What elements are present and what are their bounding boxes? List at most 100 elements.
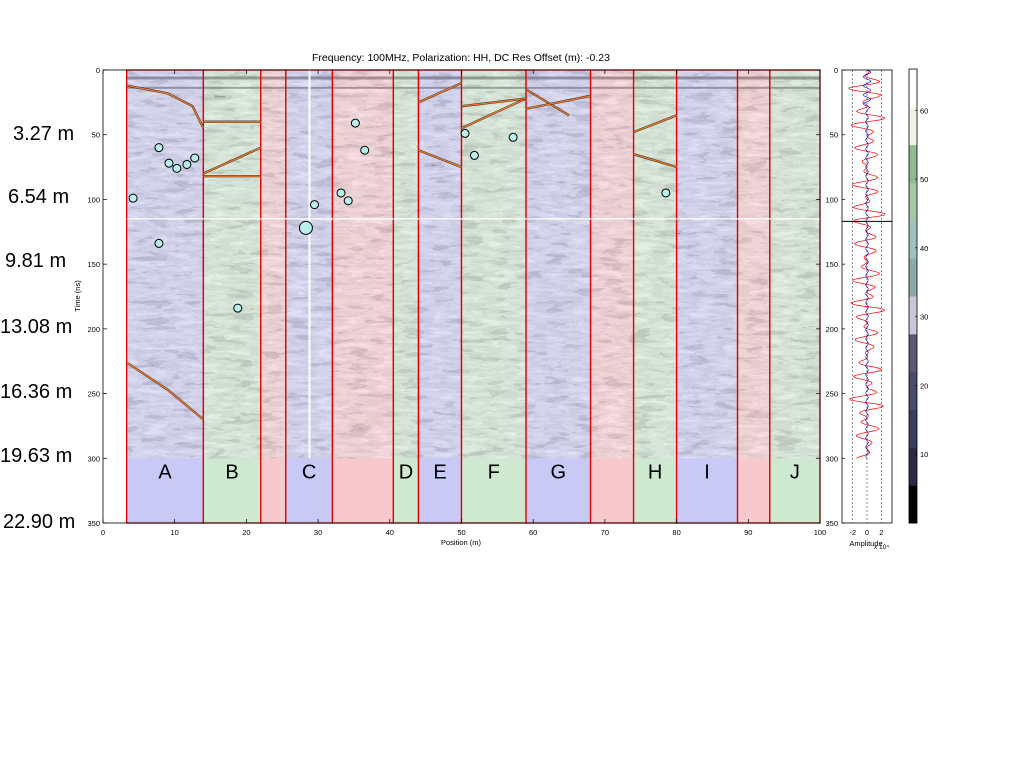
amplitude-y-tick-label: 200 — [825, 325, 838, 334]
depth-label: 22.90 m — [3, 511, 76, 533]
colorbar-tick-label: 60 — [920, 106, 928, 115]
colorbar-swatch — [909, 296, 917, 335]
zone-label: B — [225, 461, 238, 483]
colorbar-swatch — [909, 144, 917, 183]
interpreted-line — [126, 361, 204, 420]
x-tick-label: 70 — [601, 528, 609, 537]
zone-band — [676, 458, 738, 523]
y-tick-label: 250 — [87, 390, 100, 399]
colorbar-swatch — [909, 182, 917, 221]
hyperbola-marker — [190, 153, 200, 163]
hyperbola-marker — [310, 200, 320, 210]
amplitude-axis-label: Amplitude — [849, 539, 882, 548]
interpreted-line — [461, 97, 527, 107]
hyperbola-marker — [508, 132, 518, 142]
amplitude-y-tick-label: 300 — [825, 454, 838, 463]
zone-label: I — [704, 461, 710, 483]
amplitude-y-tick-label: 0 — [834, 66, 838, 75]
y-axis-label: Time (ns) — [73, 280, 82, 312]
colorbar-swatch — [909, 447, 917, 486]
amplitude-y-tick-label: 250 — [825, 390, 838, 399]
zone-label: H — [648, 461, 662, 483]
zone-label: A — [158, 461, 172, 483]
zone-tint — [769, 70, 820, 459]
zone-label: G — [551, 461, 567, 483]
hyperbola-marker — [360, 145, 370, 155]
zone-band — [260, 458, 286, 523]
colorbar-tick-label: 10 — [920, 450, 928, 459]
zone-tint — [418, 70, 462, 459]
zone-band — [461, 458, 527, 523]
hyperbola-marker — [336, 188, 346, 198]
x-tick-label: 80 — [672, 528, 680, 537]
hyperbola-marker — [154, 143, 164, 153]
depth-label: 6.54 m — [8, 186, 70, 208]
x-axis-label: Position (m) — [441, 538, 482, 547]
zone-band — [737, 458, 770, 523]
zone-band — [285, 458, 333, 523]
x-tick-label: 40 — [386, 528, 394, 537]
zone-band — [332, 458, 394, 523]
zone-label: C — [302, 461, 316, 483]
x-tick-label: 50 — [457, 528, 465, 537]
amplitude-frame — [841, 69, 893, 524]
y-tick-label: 300 — [87, 454, 100, 463]
interpreted-line — [461, 97, 527, 129]
zone-tint — [126, 70, 204, 459]
amplitude-y-tick-label: 100 — [825, 195, 838, 204]
amplitude-x-tick-label: 0 — [865, 528, 869, 537]
zone-tint — [260, 70, 286, 459]
amplitude-exponent: x 10⁴ — [874, 544, 889, 551]
hyperbola-marker — [298, 220, 313, 235]
zone-tint — [332, 70, 394, 459]
zone-tint — [737, 70, 770, 459]
y-tick-label: 200 — [87, 325, 100, 334]
zone-band — [203, 458, 261, 523]
interpreted-lines — [126, 70, 820, 459]
y-tick-label: 150 — [87, 260, 100, 269]
colorbar-swatch — [909, 258, 917, 297]
zone-tint — [676, 70, 738, 459]
hyperbola-marker — [661, 188, 671, 198]
interpreted-line — [418, 82, 462, 103]
interpreted-line — [126, 84, 205, 129]
interpreted-line — [203, 147, 262, 175]
depth-label: 13.08 m — [0, 316, 73, 338]
interpreted-line — [418, 149, 462, 168]
hyperbola-marker — [154, 238, 164, 248]
hyperbola-marker — [182, 159, 192, 169]
y-tick-label: 50 — [92, 131, 100, 140]
amplitude-series-red — [848, 69, 886, 459]
y-tick-label: 350 — [87, 519, 100, 528]
x-tick-label: 90 — [744, 528, 752, 537]
colorbar: 10 20 30 40 50 60 — [908, 68, 928, 524]
colorbar-swatch — [909, 220, 917, 259]
hyperbola-marker — [343, 196, 353, 206]
zone-tints — [126, 69, 821, 524]
colorbar-tick-label: 50 — [920, 175, 928, 184]
depth-label: 9.81 m — [5, 250, 67, 272]
colorbar-tick-label: 40 — [920, 244, 928, 253]
zone-band — [126, 458, 204, 523]
hyperbola-marker — [469, 150, 479, 160]
hyperbola-marker — [172, 163, 182, 173]
amplitude-y-tick-label: 50 — [830, 131, 838, 140]
zone-tint — [393, 70, 419, 459]
zone-tint — [526, 70, 591, 459]
hyperbola-marker — [460, 128, 470, 138]
zone-tint — [461, 70, 527, 459]
zone-label: E — [433, 461, 446, 483]
x-tick-label: 60 — [529, 528, 537, 537]
amplitude-series-blue — [862, 69, 872, 459]
zone-band — [590, 458, 634, 523]
zone-tint — [633, 70, 677, 459]
zone-label: F — [488, 461, 500, 483]
interpreted-line — [525, 88, 570, 116]
depth-label: 3.27 m — [13, 123, 75, 145]
amplitude-x-tick-label: -2 — [849, 528, 856, 537]
hyperbola-marker — [164, 158, 174, 168]
colorbar-swatch — [909, 485, 917, 524]
